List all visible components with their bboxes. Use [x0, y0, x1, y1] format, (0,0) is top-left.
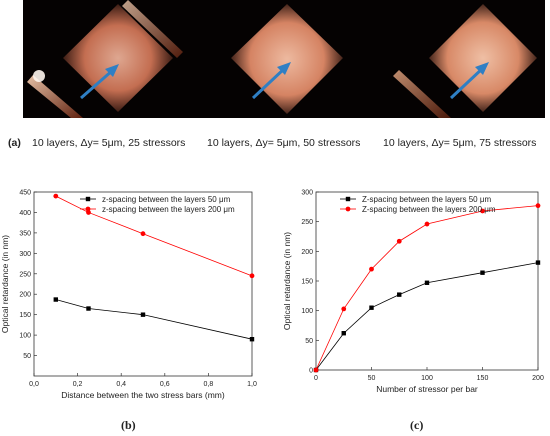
photo-25-stressors: [23, 0, 197, 118]
y-tick-label: 100: [301, 308, 313, 315]
data-point-1: [140, 231, 146, 237]
legend-marker: [85, 206, 91, 212]
y-tick-label: 300: [301, 190, 313, 197]
y-tick-label: 200: [301, 249, 313, 256]
legend-entry: z-spacing between the layers 50 μm: [102, 195, 231, 204]
y-tick-label: 350: [19, 230, 31, 237]
y-tick-label: 400: [19, 210, 31, 217]
data-point-0: [86, 306, 91, 311]
data-point-1: [535, 203, 541, 209]
data-point-0: [397, 292, 402, 297]
data-point-1: [480, 208, 485, 214]
photo-50-stressors: [197, 0, 371, 118]
y-axis-title: Optical retardance (in nm): [0, 235, 10, 333]
data-point-1: [53, 193, 59, 199]
series-line-1: [55, 195, 253, 277]
photo-caption-25: 10 layers, Δy= 5μm, 25 stressors: [32, 137, 186, 149]
y-tick-label: 0: [309, 368, 313, 375]
x-tick-label: 0,6: [160, 381, 170, 388]
panel-label-a: (a): [8, 137, 21, 149]
data-point-1: [396, 238, 402, 244]
panel-label-b: (b): [121, 418, 136, 432]
legend-entry: Z-spacing between the layers 50 μm: [362, 195, 491, 204]
x-tick-label: 0,4: [116, 381, 126, 388]
x-tick-label: 0,2: [73, 381, 83, 388]
data-point-0: [249, 337, 255, 342]
x-tick-label: 200: [532, 375, 544, 382]
series-line-0: [55, 299, 253, 340]
legend-marker: [345, 196, 351, 202]
legend-entry: z-spacing between the layers 200 μm: [102, 205, 235, 214]
photo-50-stressors-image: [197, 0, 371, 118]
x-tick-label: 100: [421, 375, 433, 382]
x-axis-title: Distance between the two stress bars (mm…: [61, 390, 225, 400]
chart-b: 0,0 0,2 0,4 0,6 0,8 1,0 50 100 150 200 250 300 350 40…: [0, 190, 257, 401]
x-tick-label: 0: [314, 375, 318, 382]
x-tick-label: 1,0: [247, 381, 257, 388]
y-tick-label: 50: [23, 353, 31, 360]
data-point-0: [53, 297, 58, 302]
panel-label-c: (c): [410, 418, 424, 432]
data-point-1: [424, 221, 430, 227]
data-point-0: [424, 280, 430, 285]
y-tick-label: 100: [19, 333, 31, 340]
photo-25-stressors-image: [23, 0, 197, 118]
series-line-1: [315, 205, 539, 371]
data-point-1: [313, 367, 319, 373]
y-tick-label: 150: [301, 279, 313, 286]
plot-frame: [33, 191, 253, 377]
photo-strip: [23, 0, 545, 118]
data-point-1: [249, 273, 255, 279]
data-point-0: [369, 305, 374, 310]
data-point-1: [341, 306, 347, 312]
y-tick-label: 150: [19, 312, 31, 319]
legend-marker: [345, 206, 351, 212]
data-point-0: [341, 331, 346, 336]
data-point-0: [480, 270, 485, 275]
y-tick-label: 300: [19, 251, 31, 258]
data-point-1: [369, 266, 374, 272]
y-tick-label: 50: [305, 338, 313, 345]
x-tick-label: 0,8: [204, 381, 214, 388]
legend-entry: Z-spacing between the layers 200 μm: [362, 205, 496, 214]
series-line-0: [315, 262, 539, 371]
x-axis-title: Number of stressor per bar: [376, 384, 478, 394]
y-tick-label: 250: [301, 219, 313, 226]
x-tick-label: 0,0: [29, 381, 39, 388]
legend-marker: [85, 196, 91, 202]
x-tick-label: 50: [368, 375, 376, 382]
photo-75-stressors: [371, 0, 545, 118]
y-tick-label: 450: [19, 190, 31, 197]
x-tick-label: 150: [477, 375, 489, 382]
chart-c: 0 50 100 150 200 0 50 100 150 200 250 300 Number of …: [282, 190, 544, 395]
y-tick-label: 200: [19, 292, 31, 299]
y-tick-label: 250: [19, 271, 31, 278]
y-axis-title: Optical retardance (in nm): [282, 232, 292, 330]
photo-75-stressors-image: [371, 0, 545, 118]
data-point-0: [535, 260, 541, 265]
photo-caption-75: 10 layers, Δy= 5μm, 75 stressors: [383, 137, 537, 149]
data-point-0: [140, 312, 146, 317]
photo-caption-50: 10 layers, Δy= 5μm, 50 stressors: [207, 137, 361, 149]
